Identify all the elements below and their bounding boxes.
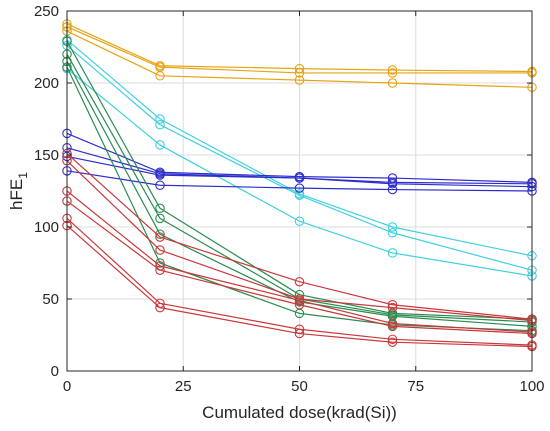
- data-point: [155, 71, 165, 81]
- series-line: [66, 61, 533, 327]
- series-line: [66, 225, 533, 348]
- data-point: [387, 334, 398, 345]
- data-point: [155, 203, 165, 214]
- data-point: [155, 265, 165, 275]
- series-line: [66, 30, 533, 88]
- y-tick-label: 0: [51, 363, 59, 380]
- data-point: [387, 300, 398, 310]
- data-point: [387, 248, 398, 258]
- data-point: [387, 318, 398, 329]
- data-point: [294, 183, 305, 193]
- x-tick-label: 0: [63, 378, 71, 395]
- series-line: [66, 153, 533, 320]
- y-tick-label: 250: [34, 3, 59, 20]
- y-tick-label: 50: [42, 291, 59, 308]
- data-point: [387, 337, 398, 347]
- data-point: [155, 180, 165, 190]
- data-point: [294, 300, 305, 310]
- data-point: [387, 78, 398, 88]
- x-axis-ticks: 0 25 50 75 100: [63, 11, 545, 395]
- data-point: [387, 321, 398, 332]
- data-point: [155, 245, 165, 255]
- data-point: [294, 276, 305, 287]
- data-point: [155, 170, 165, 180]
- series-line: [66, 155, 533, 188]
- x-tick-label: 50: [291, 378, 308, 395]
- y-axis-label-main: hFE: [7, 179, 26, 210]
- y-axis-label: hFE1: [7, 172, 30, 210]
- series-line: [66, 39, 533, 257]
- data-point: [294, 75, 305, 85]
- series-line: [66, 132, 533, 183]
- x-tick-label: 25: [175, 378, 192, 395]
- data-point: [155, 232, 165, 242]
- data-point: [155, 229, 165, 239]
- y-tick-label: 200: [34, 75, 59, 92]
- data-point: [155, 213, 165, 224]
- x-axis-label: Cumulated dose(krad(Si)): [202, 403, 397, 422]
- data-point: [387, 179, 398, 189]
- data-point: [387, 222, 398, 232]
- series-line: [66, 170, 533, 192]
- data-point: [155, 302, 165, 313]
- data-point: [294, 216, 305, 226]
- y-axis-label-subscript: 1: [16, 172, 30, 179]
- series-5: [62, 40, 537, 275]
- y-tick-label: 100: [34, 219, 59, 236]
- data-point: [387, 228, 398, 238]
- series-line: [66, 26, 532, 74]
- data-point: [294, 190, 305, 201]
- data-point: [294, 328, 305, 339]
- data-point: [155, 114, 165, 124]
- series-line: [66, 45, 533, 271]
- data-point: [155, 140, 165, 150]
- series-16: [62, 156, 537, 326]
- data-point: [155, 120, 165, 130]
- series-line: [66, 200, 533, 335]
- series-line: [66, 68, 533, 277]
- data-point: [387, 68, 398, 78]
- x-tick-label: 100: [519, 378, 544, 395]
- data-point: [387, 302, 398, 313]
- data-point: [294, 173, 305, 183]
- y-axis-ticks: 0 50 100 150 200 250: [34, 3, 532, 380]
- series-line: [66, 160, 533, 322]
- data-point: [387, 184, 398, 195]
- y-tick-label: 150: [34, 147, 59, 164]
- data-point: [294, 68, 305, 78]
- x-tick-label: 75: [407, 378, 424, 395]
- data-point: [387, 65, 398, 75]
